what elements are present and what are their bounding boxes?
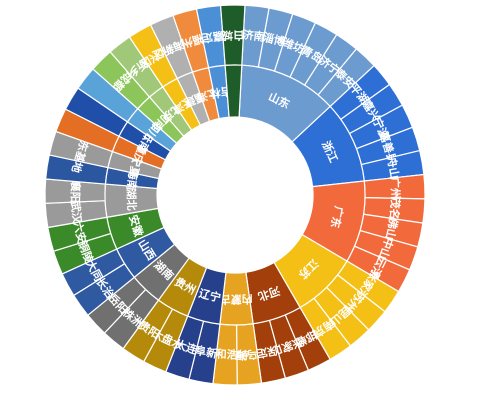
outer-label: 大连 <box>174 337 200 357</box>
outer-label: 舟山 <box>384 155 402 179</box>
outer-label: 保定 <box>255 343 280 361</box>
inner-label: 广东 <box>328 205 346 229</box>
outer-label: 乌海 <box>236 347 259 363</box>
outer-label: 福州 <box>180 31 206 51</box>
outer-label: 白城 <box>222 28 244 42</box>
outer-label: 襄阳 <box>68 180 82 203</box>
inner-label: 安徽 <box>126 213 146 239</box>
outer-label: 佛山 <box>383 216 402 241</box>
inner-label: 辽宁 <box>198 286 223 305</box>
outer-label: 阜新 <box>194 343 218 361</box>
inner-label: 湖北 <box>124 188 139 211</box>
outer-label: 济南 <box>242 27 265 43</box>
outer-label: 嘉定 <box>201 28 226 45</box>
outer-label: 武汉 <box>68 200 84 224</box>
inner-label: 河北 <box>256 284 281 304</box>
inner-wedge <box>224 64 243 118</box>
outer-label: 淄博 <box>262 30 287 49</box>
inner-label: 内蒙古 <box>220 292 253 306</box>
outer-label: 六安 <box>71 220 90 245</box>
outer-label: 广州 <box>388 177 403 200</box>
outer-label: 茂名 <box>387 197 403 220</box>
outer-label: 中山 <box>376 236 397 261</box>
